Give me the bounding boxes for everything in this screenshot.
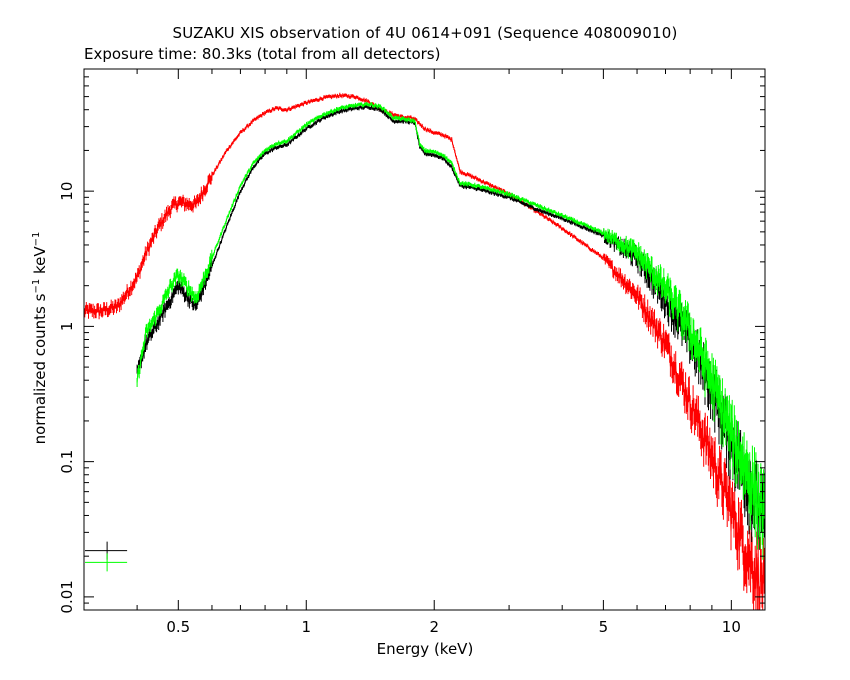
legend-sample-1 bbox=[85, 553, 128, 572]
y-tick-label: 10 bbox=[58, 182, 76, 201]
x-tick-label: 5 bbox=[599, 618, 609, 636]
series-layer bbox=[83, 92, 766, 611]
legend-sample-0 bbox=[85, 541, 128, 560]
series-1 bbox=[136, 104, 765, 550]
series-0-errorbars bbox=[83, 92, 766, 610]
series-0 bbox=[83, 92, 766, 611]
series-0-line bbox=[83, 93, 766, 611]
x-tick-label: 2 bbox=[429, 618, 439, 636]
x-tick-label: 10 bbox=[722, 618, 741, 636]
x-tick-label: 0.5 bbox=[166, 618, 190, 636]
series-2-errorbars bbox=[136, 101, 765, 560]
chart-subtitle: Exposure time: 80.3ks (total from all de… bbox=[84, 45, 441, 63]
axes-layer: 0.5 1 2 5 10 0.01 0.1 1 10 bbox=[58, 68, 766, 636]
series-2 bbox=[136, 101, 765, 560]
chart-title: SUZAKU XIS observation of 4U 0614+091 (S… bbox=[172, 24, 678, 42]
y-tick-label: 0.01 bbox=[58, 580, 76, 613]
series-1-line bbox=[136, 105, 765, 528]
x-axis-label: Energy (keV) bbox=[376, 640, 474, 658]
series-1-errorbars bbox=[136, 104, 765, 550]
series-2-line bbox=[136, 102, 765, 538]
x-tick-label: 1 bbox=[301, 618, 311, 636]
y-tick-label: 0.1 bbox=[58, 450, 76, 474]
y-tick-label: 1 bbox=[58, 322, 76, 332]
